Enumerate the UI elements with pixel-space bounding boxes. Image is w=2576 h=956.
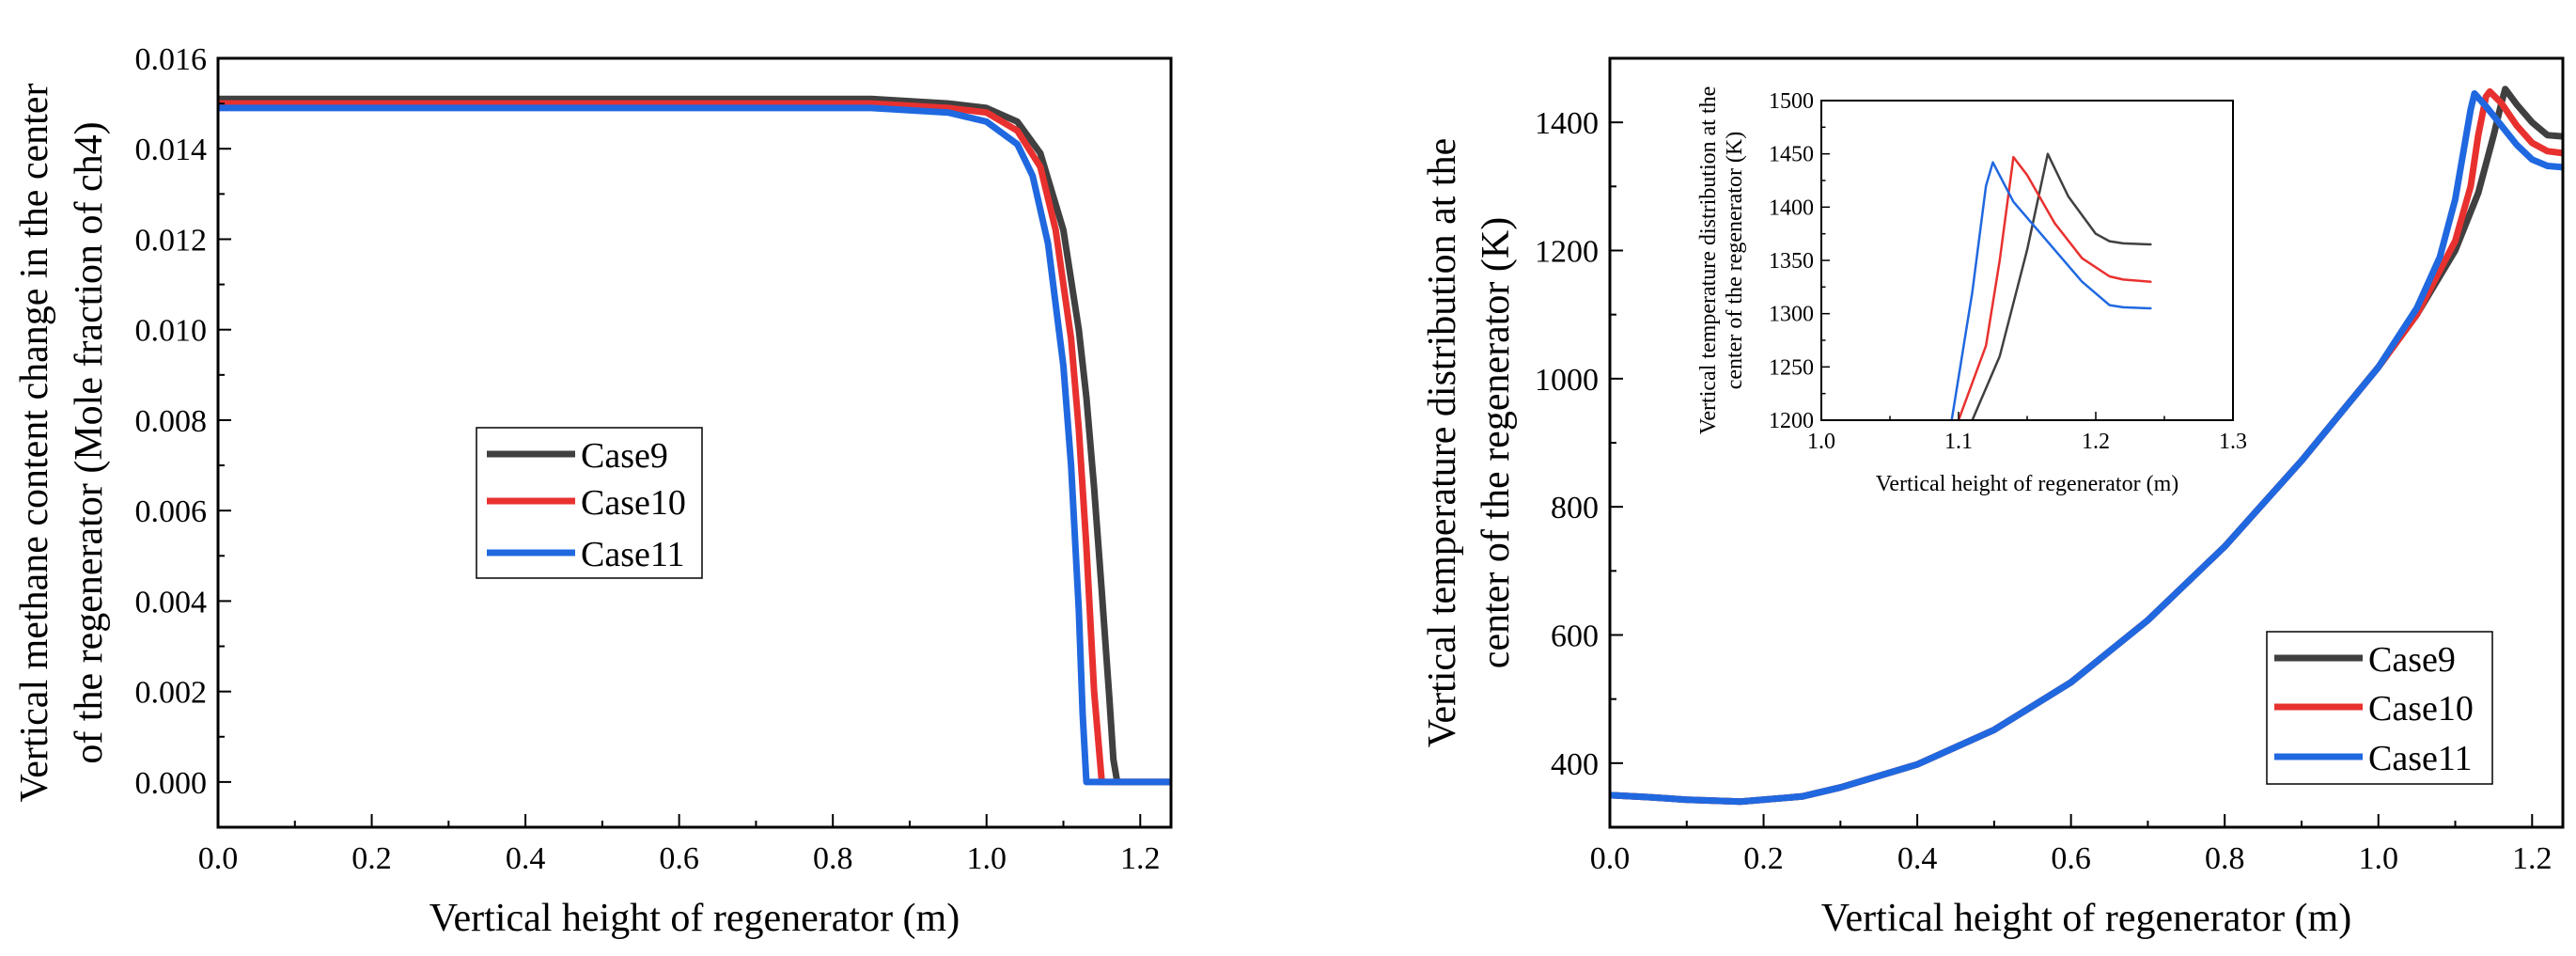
methane-chart-frame (216, 56, 1173, 829)
temperature-chart-x-axis: 0.0 0.2 0.4 0.6 0.8 1.0 1.2 (1590, 814, 2553, 876)
y-tick-label: 1400 (1535, 106, 1599, 141)
series-line-case9 (218, 95, 1171, 786)
y-tick-label: 0.014 (135, 133, 208, 167)
y-tick-label: 0.006 (135, 494, 208, 529)
x-tick-label: 1.0 (2358, 841, 2398, 876)
methane-chart-lines (218, 95, 1171, 786)
temperature-inset-y-axis-title-line2: center of the regenerator (K) (1723, 132, 1747, 390)
series-line-case10 (218, 100, 1171, 786)
series-line-case11 (1950, 161, 2152, 420)
y-tick-label: 1200 (1769, 409, 1814, 433)
x-tick-label: 1.2 (1120, 841, 1161, 876)
x-tick-label: 1.1 (1944, 430, 1973, 454)
x-tick-label: 1.0 (1807, 430, 1835, 454)
x-tick-label: 0.6 (659, 841, 699, 876)
y-tick-label: 1300 (1769, 303, 1814, 327)
temperature-inset-frame (1820, 100, 2234, 421)
series-line-case11 (1610, 90, 2563, 806)
legend-label-case9: Case9 (581, 436, 668, 476)
y-tick-label: 600 (1551, 619, 1599, 654)
x-tick-label: 0.4 (1897, 841, 1938, 876)
x-tick-label: 0.8 (2205, 841, 2245, 876)
y-tick-label: 1350 (1769, 249, 1814, 274)
y-tick-label: 1450 (1769, 143, 1814, 167)
legend-label-case10: Case10 (2368, 689, 2474, 729)
y-tick-label: 1200 (1535, 235, 1599, 270)
x-tick-label: 0.2 (351, 841, 392, 876)
methane-chart-x-axis: 0.0 0.2 0.4 0.6 0.8 1.0 1.2 (198, 814, 1161, 876)
y-tick-label: 1000 (1535, 363, 1599, 398)
methane-chart-y-axis: 0.000 0.002 0.004 0.006 0.008 0.010 0.012 0.014… (135, 42, 231, 801)
y-tick-label: 800 (1551, 491, 1599, 525)
methane-chart-y-axis-title-line2: of the regenerator (Mole fraction of ch4… (68, 121, 111, 763)
temperature-chart-y-axis: 400 600 800 1000 1200 1400 (1535, 106, 1623, 782)
temperature-inset-x-axis-title: Vertical height of regenerator (m) (1876, 472, 2179, 496)
legend-label-case9: Case9 (2368, 640, 2456, 680)
y-tick-label: 1250 (1769, 355, 1814, 380)
methane-chart-legend: Case9 Case10 Case11 (476, 427, 703, 579)
legend-label-case11: Case11 (581, 535, 684, 574)
legend-label-case10: Case10 (581, 483, 686, 523)
y-tick-label: 0.000 (135, 766, 208, 801)
temperature-inset-y-axis: 1200 1250 1300 1350 1400 1450 1500 (1769, 89, 1830, 433)
y-tick-label: 0.008 (135, 404, 208, 439)
x-tick-label: 0.4 (506, 841, 546, 876)
series-line-case9 (1971, 152, 2152, 420)
y-tick-label: 0.016 (135, 42, 208, 77)
temperature-inset: 1.0 1.1 1.2 1.3 1200 1250 1300 1350 1400 1450 150… (1696, 86, 2247, 496)
temperature-inset-lines (1950, 152, 2152, 420)
temperature-chart-y-axis-title-line1: Vertical temperature distribution at the (1421, 138, 1464, 747)
temperature-chart-x-axis-title: Vertical height of regenerator (m) (1821, 897, 2351, 940)
temperature-chart: 0.0 0.2 0.4 0.6 0.8 1.0 1.2 400600800100012001… (1421, 56, 2565, 940)
x-tick-label: 1.2 (2512, 841, 2553, 876)
x-tick-label: 0.0 (198, 841, 239, 876)
y-tick-label: 1400 (1769, 196, 1814, 220)
temperature-chart-legend: Case9 Case10 Case11 (2266, 631, 2493, 785)
x-tick-label: 0.6 (2051, 841, 2091, 876)
x-tick-label: 0.0 (1590, 841, 1631, 876)
x-tick-label: 1.0 (966, 841, 1007, 876)
series-line-case11 (218, 104, 1171, 786)
methane-chart: 0.0 0.2 0.4 0.6 0.8 1.0 1.2 0.0000.0020.0040.0… (13, 42, 1173, 940)
methane-chart-x-axis-title: Vertical height of regenerator (m) (429, 897, 960, 940)
y-tick-label: 0.010 (135, 314, 208, 349)
y-tick-label: 400 (1551, 747, 1599, 782)
temperature-inset-x-axis: 1.0 1.1 1.2 1.3 (1807, 412, 2247, 454)
temperature-inset-y-axis-title-line1: Vertical temperature distribution at the (1696, 86, 1721, 435)
x-tick-label: 0.2 (1743, 841, 1784, 876)
x-tick-label: 1.3 (2219, 430, 2247, 454)
x-tick-label: 0.8 (813, 841, 853, 876)
series-line-case10 (1957, 155, 2152, 420)
y-tick-label: 1500 (1769, 89, 1814, 114)
y-tick-label: 0.004 (135, 585, 208, 619)
x-tick-label: 1.2 (2082, 430, 2110, 454)
temperature-chart-lines (1610, 86, 2563, 806)
temperature-chart-y-axis-title-line2: center of the regenerator (K) (1475, 217, 1518, 668)
y-tick-label: 0.002 (135, 676, 208, 711)
y-tick-label: 0.012 (135, 223, 208, 258)
legend-label-case11: Case11 (2368, 739, 2472, 778)
methane-chart-y-axis-title-line1: Vertical methane content change in the c… (13, 84, 56, 803)
